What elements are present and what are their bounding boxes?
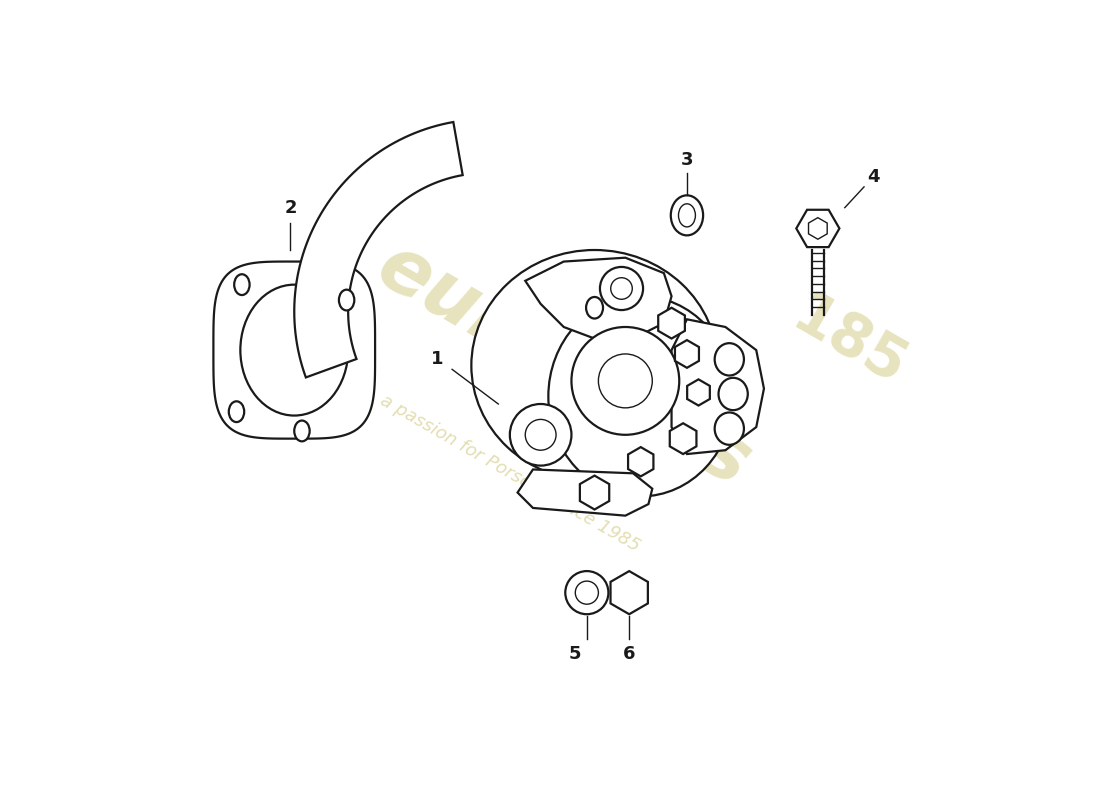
Circle shape — [572, 327, 679, 435]
Circle shape — [526, 419, 557, 450]
Polygon shape — [295, 122, 463, 378]
Ellipse shape — [234, 274, 250, 295]
Polygon shape — [658, 308, 685, 338]
Polygon shape — [580, 476, 609, 510]
Polygon shape — [808, 218, 827, 239]
Ellipse shape — [548, 296, 733, 496]
Text: 6: 6 — [623, 646, 636, 663]
Text: euroParts: euroParts — [364, 229, 763, 502]
Text: 3: 3 — [681, 151, 693, 169]
Text: 185: 185 — [782, 287, 915, 398]
Polygon shape — [610, 571, 648, 614]
Text: a passion for Porsche since 1985: a passion for Porsche since 1985 — [377, 391, 642, 555]
Polygon shape — [796, 210, 839, 247]
Polygon shape — [671, 319, 763, 454]
Text: 1: 1 — [430, 350, 443, 368]
Circle shape — [575, 581, 598, 604]
Ellipse shape — [229, 402, 244, 422]
Ellipse shape — [586, 297, 603, 318]
Circle shape — [598, 354, 652, 408]
Polygon shape — [517, 470, 652, 516]
Circle shape — [600, 267, 643, 310]
Polygon shape — [526, 258, 671, 338]
Polygon shape — [688, 379, 710, 406]
Ellipse shape — [240, 285, 348, 415]
Circle shape — [565, 571, 608, 614]
Ellipse shape — [471, 250, 717, 481]
Ellipse shape — [715, 413, 744, 445]
Ellipse shape — [671, 195, 703, 235]
Circle shape — [610, 278, 632, 299]
Ellipse shape — [339, 290, 354, 310]
Text: 2: 2 — [284, 198, 297, 217]
Polygon shape — [213, 262, 375, 438]
Circle shape — [510, 404, 572, 466]
Ellipse shape — [718, 378, 748, 410]
Polygon shape — [675, 340, 698, 368]
Ellipse shape — [295, 421, 310, 442]
Polygon shape — [628, 447, 653, 476]
Text: 5: 5 — [569, 646, 582, 663]
Polygon shape — [670, 423, 696, 454]
Ellipse shape — [679, 204, 695, 227]
Text: 4: 4 — [867, 168, 880, 186]
Ellipse shape — [715, 343, 744, 375]
